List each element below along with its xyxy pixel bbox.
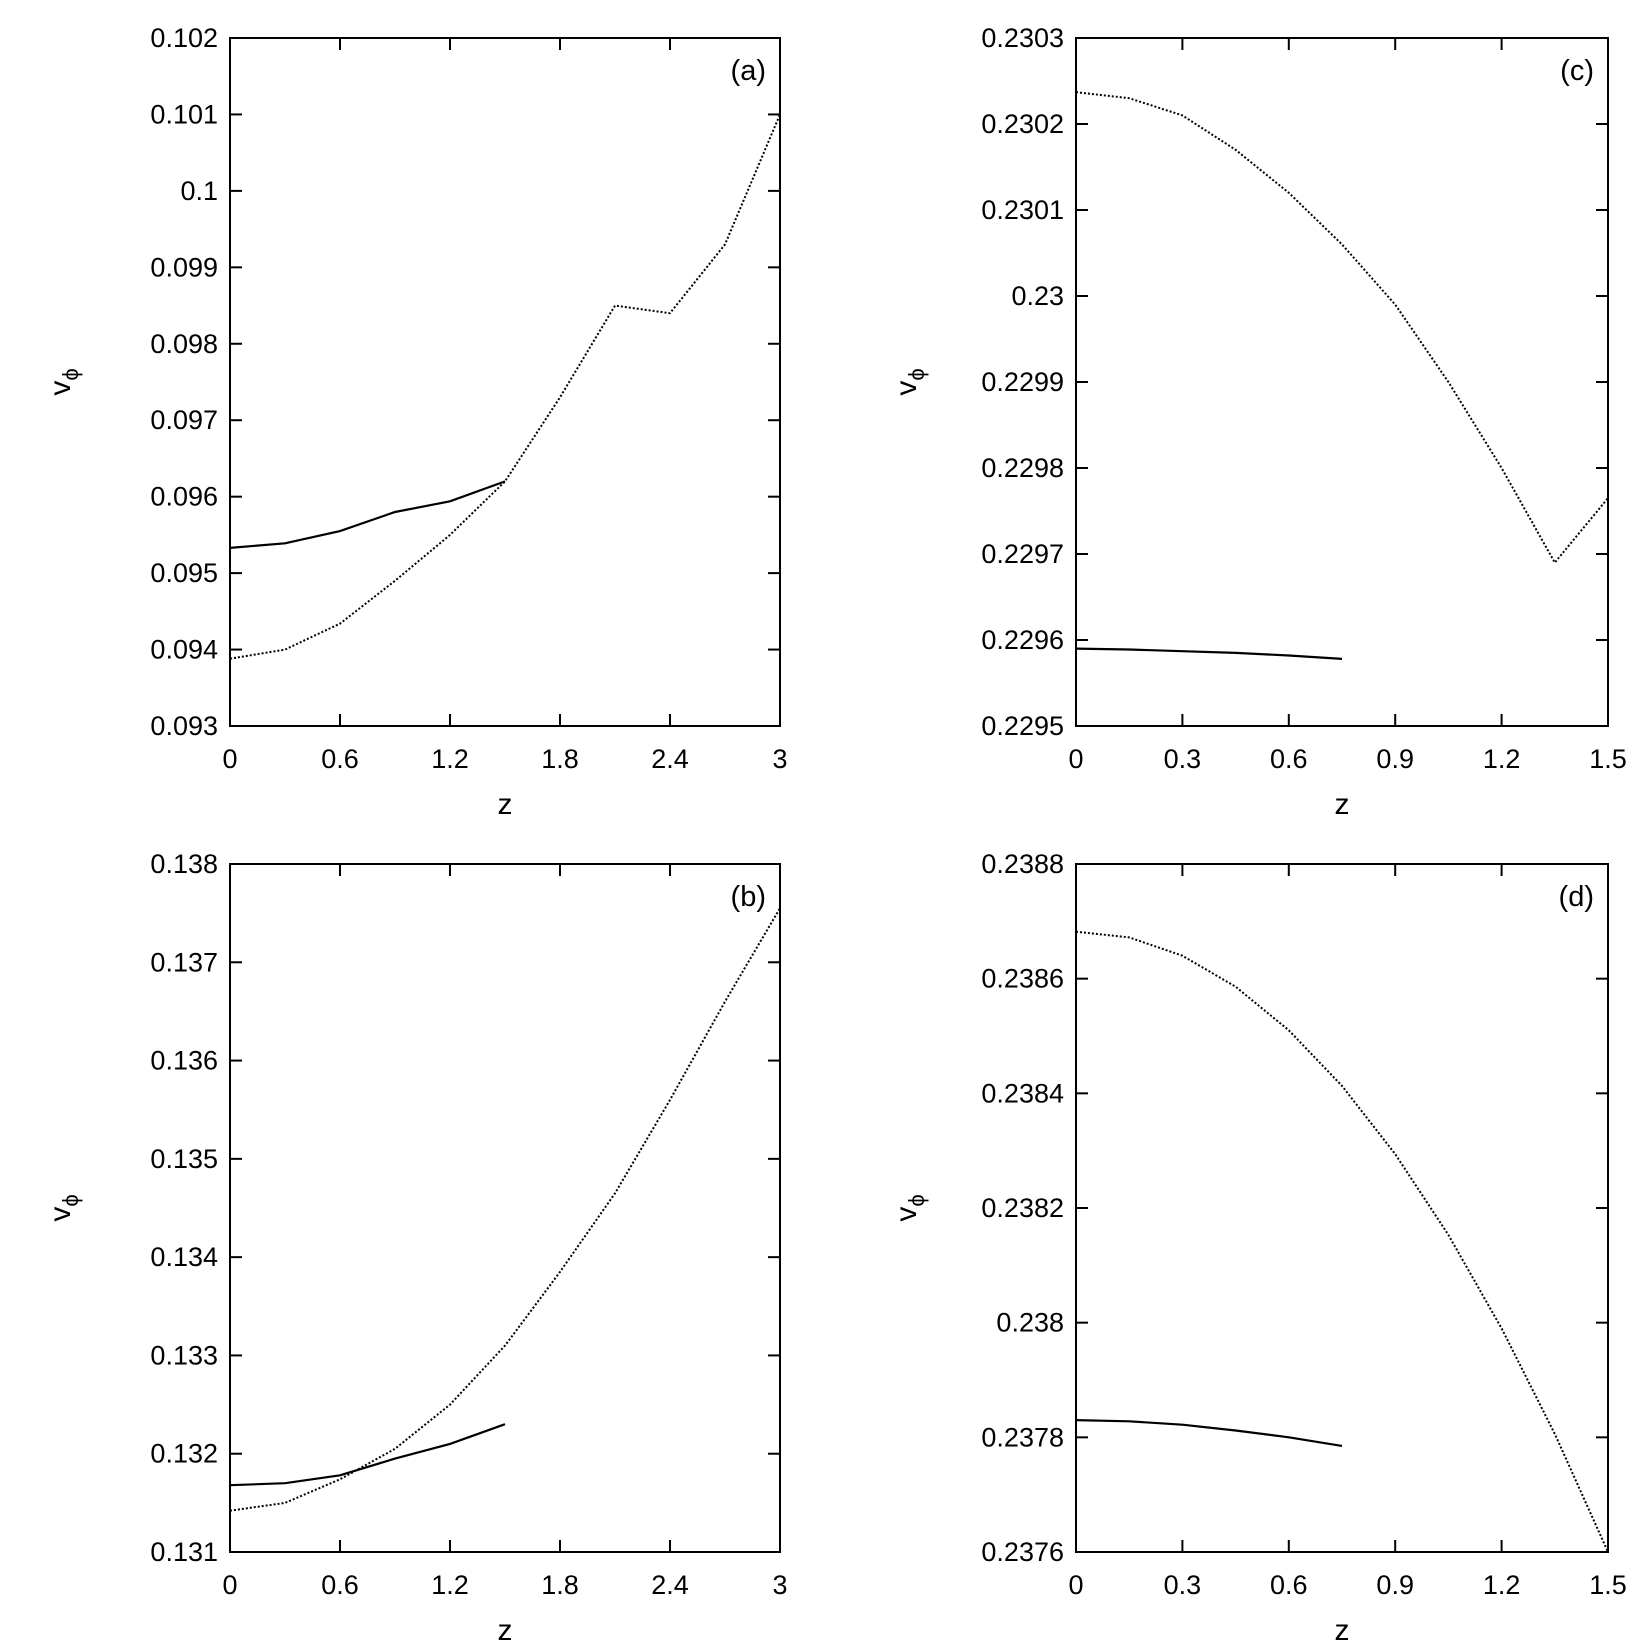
x-tick-label: 0.9 — [1376, 1570, 1414, 1600]
y-tick-label: 0.2378 — [981, 1422, 1064, 1452]
plot-frame — [1075, 37, 1609, 727]
y-tick-label: 0.2296 — [981, 625, 1064, 655]
x-tick-label: 1.2 — [1483, 744, 1521, 774]
y-tick-label: 0.2298 — [981, 453, 1064, 483]
y-tick-label: 0.1 — [180, 176, 218, 206]
y-tick-label: 0.097 — [150, 405, 218, 435]
series-line-dotted — [229, 907, 781, 1512]
panel-a: 0 0.6 1.2 1.8 2.4 3 0.093 0.094 0.095 0.096 0.097 0… — [44, 23, 788, 821]
plot-frame — [229, 37, 781, 727]
y-axis-label: vϕ — [44, 1194, 83, 1221]
series-line-solid — [229, 1423, 506, 1487]
panel-label: (d) — [1559, 881, 1594, 913]
x-tick-label: 1.5 — [1589, 744, 1627, 774]
y-tick-label: 0.238 — [996, 1308, 1064, 1338]
x-tick-label: 0 — [222, 1570, 237, 1600]
y-tick-label: 0.137 — [150, 947, 218, 977]
x-tick-label: 2.4 — [651, 1570, 689, 1600]
y-axis-label: vϕ — [44, 368, 83, 395]
x-tick-label: 3 — [772, 1570, 787, 1600]
y-tick-label: 0.2388 — [981, 849, 1064, 879]
x-tick-label: 1.8 — [541, 744, 579, 774]
y-tick-label: 0.136 — [150, 1046, 218, 1076]
x-tick-label: 3 — [772, 744, 787, 774]
y-tick-label: 0.095 — [150, 558, 218, 588]
y-tick-label: 0.2295 — [981, 711, 1064, 741]
x-tick-label: 1.5 — [1589, 1570, 1627, 1600]
y-tick-label: 0.093 — [150, 711, 218, 741]
y-tick-label: 0.133 — [150, 1340, 218, 1370]
series-line-dotted — [229, 114, 781, 660]
panel-d: 0 0.3 0.6 0.9 1.2 1.5 0.2376 0.2378 0.238 0.2382 0… — [890, 849, 1627, 1647]
x-tick-label: 1.2 — [1483, 1570, 1521, 1600]
y-tick-label: 0.101 — [150, 99, 218, 129]
y-tick-label: 0.138 — [150, 849, 218, 879]
y-axis-label: vϕ — [890, 368, 929, 395]
y-tick-label: 0.096 — [150, 482, 218, 512]
x-tick-label: 2.4 — [651, 744, 689, 774]
y-tick-label: 0.131 — [150, 1537, 218, 1567]
y-tick-label: 0.132 — [150, 1439, 218, 1469]
series-line-solid — [1075, 647, 1343, 660]
y-tick-label: 0.2376 — [981, 1537, 1064, 1567]
y-tick-label: 0.2302 — [981, 109, 1064, 139]
y-tick-label: 0.2301 — [981, 195, 1064, 225]
x-tick-label: 0.6 — [321, 744, 359, 774]
x-tick-label: 1.8 — [541, 1570, 579, 1600]
panel-c: 0 0.3 0.6 0.9 1.2 1.5 0.2295 0.2296 0.2297 0.2298… — [890, 23, 1627, 821]
y-tick-label: 0.102 — [150, 23, 218, 53]
y-tick-label: 0.135 — [150, 1144, 218, 1174]
x-tick-label: 0.3 — [1164, 744, 1202, 774]
x-axis-label: z — [498, 788, 513, 821]
x-tick-label: 0.6 — [1270, 1570, 1308, 1600]
x-tick-label: 0 — [1068, 1570, 1083, 1600]
series-line-solid — [229, 480, 506, 549]
y-tick-label: 0.2384 — [981, 1078, 1064, 1108]
x-tick-label: 1.2 — [431, 744, 469, 774]
x-tick-label: 0.9 — [1376, 744, 1414, 774]
series-line-dotted — [1075, 930, 1609, 1553]
x-tick-label: 0.3 — [1164, 1570, 1202, 1600]
plot-frame — [1075, 863, 1609, 1553]
x-tick-label: 1.2 — [431, 1570, 469, 1600]
y-tick-label: 0.23 — [1011, 281, 1064, 311]
y-axis-label: vϕ — [890, 1194, 929, 1221]
x-axis-label: z — [1335, 1614, 1350, 1647]
panel-label: (a) — [731, 55, 766, 87]
x-axis-label: z — [1335, 788, 1350, 821]
y-tick-label: 0.134 — [150, 1242, 218, 1272]
x-axis-label: z — [498, 1614, 513, 1647]
panel-label: (c) — [1560, 55, 1594, 87]
panel-b: 0 0.6 1.2 1.8 2.4 3 0.131 0.132 0.133 0.134 0.135 0… — [44, 849, 788, 1647]
y-tick-label: 0.2299 — [981, 367, 1064, 397]
plot-frame — [229, 863, 781, 1553]
x-tick-label: 0 — [222, 744, 237, 774]
series-line-solid — [1075, 1419, 1343, 1447]
y-tick-label: 0.2386 — [981, 964, 1064, 994]
y-tick-label: 0.094 — [150, 635, 218, 665]
y-tick-label: 0.2382 — [981, 1193, 1064, 1223]
x-tick-label: 0.6 — [321, 1570, 359, 1600]
panel-label: (b) — [731, 881, 766, 913]
y-tick-label: 0.099 — [150, 252, 218, 282]
y-tick-label: 0.2303 — [981, 23, 1064, 53]
x-tick-label: 0.6 — [1270, 744, 1308, 774]
y-tick-label: 0.2297 — [981, 539, 1064, 569]
y-tick-label: 0.098 — [150, 329, 218, 359]
series-line-dotted — [1075, 91, 1609, 565]
x-tick-label: 0 — [1068, 744, 1083, 774]
